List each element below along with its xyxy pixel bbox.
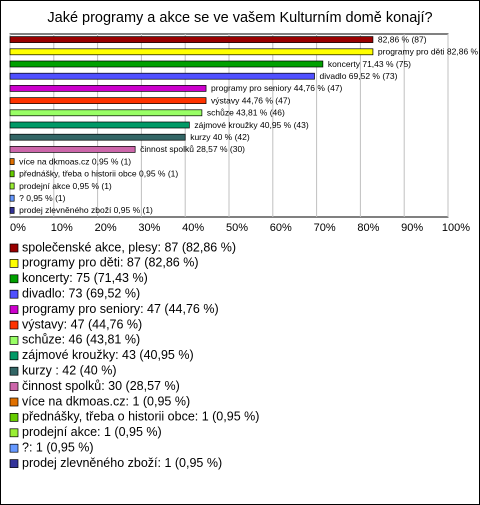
bar: [9, 158, 15, 165]
x-tick-label: 100%: [442, 222, 470, 234]
legend-swatch: [9, 443, 19, 453]
legend-swatch: [9, 243, 19, 253]
x-tick-label: 80%: [357, 222, 379, 234]
x-tick-label: 50%: [226, 222, 248, 234]
bar: [9, 182, 15, 190]
bar: [9, 194, 15, 202]
data-label: zájmové kroužky 40,95 % (43): [194, 120, 308, 130]
data-label: více na dkmoas.cz 0,95 % (1): [19, 156, 131, 166]
legend-label: ?: 1 (0,95 %): [22, 440, 94, 454]
data-label: ? 0,95 % (1): [19, 193, 65, 203]
bar: [9, 121, 190, 129]
legend-swatch: [9, 382, 19, 391]
x-tick-label: 10%: [51, 222, 73, 234]
legend-label: více na dkmoas.cz: 1 (0,95 %): [22, 394, 190, 408]
bar: [9, 146, 136, 153]
bar: [9, 48, 374, 56]
legend-label: prodej zlevněného zboží: 1 (0,95 %): [22, 456, 222, 470]
legend-swatch: [9, 459, 19, 468]
legend-swatch: [9, 289, 19, 299]
legend-label: programy pro děti: 87 (82,86 %): [22, 256, 198, 270]
bar: [9, 85, 207, 92]
legend-swatch: [9, 274, 19, 284]
legend-swatch: [9, 259, 19, 268]
bar: [9, 133, 186, 141]
bar: [9, 170, 15, 178]
x-tick-label: 0%: [10, 222, 26, 234]
legend-label: přednášky, třeba o historii obce: 1 (0,9…: [22, 410, 259, 424]
legend-label: prodejní akce: 1 (0,95 %): [22, 425, 162, 439]
legend-label: společenské akce, plesy: 87 (82,86 %): [22, 240, 236, 254]
legend-label: divadlo: 73 (69,52 %): [22, 286, 140, 300]
legend-swatch: [9, 397, 19, 407]
data-label: programy pro děti 82,86 % (87): [378, 47, 480, 57]
data-label: prodej zlevněného zboží 0,95 % (1): [19, 205, 153, 215]
legend-swatch: [9, 305, 19, 314]
data-label: divadlo 69,52 % (73): [319, 71, 397, 81]
legend-swatch: [9, 413, 19, 422]
data-label: prodejní akce 0,95 % (1): [19, 181, 112, 191]
bar: [9, 36, 374, 43]
legend-label: kurzy : 42 (40 %): [22, 363, 116, 377]
x-tick-label: 20%: [95, 222, 117, 234]
legend-label: programy pro seniory: 47 (44,76 %): [22, 302, 219, 316]
data-label: činnost spolků 28,57 % (30): [140, 144, 245, 154]
data-label: schůze 43,81 % (46): [207, 108, 285, 118]
legend-swatch: [9, 320, 19, 330]
legend-label: koncerty: 75 (71,43 %): [22, 271, 148, 285]
data-label: programy pro seniory 44,76 % (47): [211, 83, 343, 93]
bar: [9, 207, 15, 214]
chart-title: Jaké programy a akce se ve vašem Kulturn…: [47, 10, 432, 26]
data-label: 82,86 % (87): [378, 34, 427, 44]
legend-label: výstavy: 47 (44,76 %): [22, 317, 142, 331]
data-label: výstavy 44,76 % (47): [211, 95, 291, 105]
legend-swatch: [9, 336, 19, 345]
bar: [9, 109, 203, 117]
data-label: koncerty 71,43 % (75): [328, 59, 411, 69]
bar: [9, 97, 207, 104]
data-label: přednášky, třeba o historii obce 0,95 % …: [19, 169, 178, 179]
data-label: kurzy 40 % (42): [190, 132, 250, 142]
x-tick-label: 40%: [182, 222, 204, 234]
x-tick-label: 70%: [314, 222, 336, 234]
x-tick-label: 90%: [401, 222, 423, 234]
x-tick-label: 60%: [270, 222, 292, 234]
legend-swatch: [9, 366, 19, 376]
legend-swatch: [9, 351, 19, 361]
legend-label: schůze: 46 (43,81 %): [22, 333, 140, 347]
bar: [9, 72, 315, 80]
legend-label: činnost spolků: 30 (28,57 %): [22, 379, 180, 393]
x-tick-label: 30%: [138, 222, 160, 234]
bar: [9, 60, 324, 68]
legend-label: zájmové kroužky: 43 (40,95 %): [22, 348, 194, 362]
legend-swatch: [9, 428, 19, 438]
